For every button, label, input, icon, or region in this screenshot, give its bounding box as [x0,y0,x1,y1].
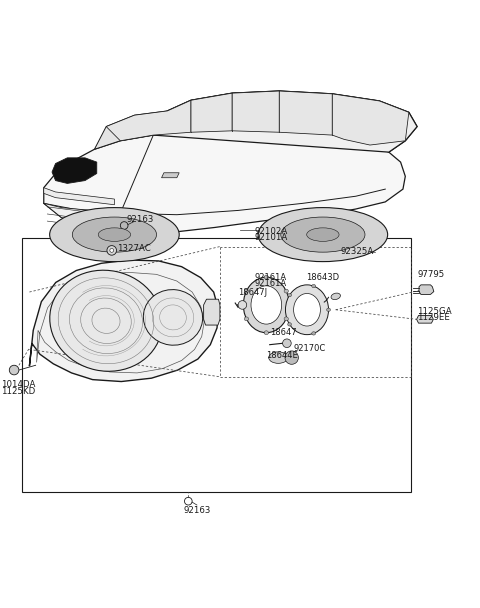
Text: 92170C: 92170C [294,344,326,353]
Ellipse shape [286,285,328,334]
Text: 18647: 18647 [270,328,296,337]
Polygon shape [204,299,220,325]
Polygon shape [52,158,97,184]
Ellipse shape [264,275,268,279]
Polygon shape [153,91,417,152]
Ellipse shape [144,289,203,345]
Ellipse shape [50,270,162,371]
Ellipse shape [98,228,131,241]
Polygon shape [162,173,179,178]
Ellipse shape [269,352,288,364]
Polygon shape [29,260,218,382]
Circle shape [238,300,247,309]
Text: 92101A: 92101A [254,233,288,243]
Ellipse shape [243,277,289,333]
Ellipse shape [110,249,114,252]
Ellipse shape [288,323,291,326]
Ellipse shape [294,294,321,326]
Ellipse shape [264,331,268,334]
Circle shape [9,365,19,375]
Text: 92163: 92163 [183,506,211,515]
Circle shape [283,339,291,348]
Polygon shape [95,111,168,150]
Ellipse shape [251,286,282,324]
Text: 92161A: 92161A [254,280,287,288]
Text: 92161A: 92161A [254,273,287,282]
Text: 92163: 92163 [126,215,154,224]
Polygon shape [279,91,332,135]
Text: 18647J: 18647J [238,288,267,297]
Polygon shape [332,94,409,145]
Polygon shape [44,131,405,233]
Circle shape [285,351,299,364]
Polygon shape [232,91,279,133]
Text: 1125GA: 1125GA [417,306,452,316]
Text: 92325A: 92325A [340,247,374,256]
Ellipse shape [244,289,249,293]
Text: 1125KD: 1125KD [0,387,35,396]
Ellipse shape [326,308,330,311]
Ellipse shape [281,217,365,252]
Ellipse shape [331,293,340,300]
Polygon shape [417,316,433,323]
Text: 18643D: 18643D [306,273,339,282]
Text: 1129EE: 1129EE [417,313,450,322]
Polygon shape [419,285,434,294]
Ellipse shape [288,294,291,297]
Ellipse shape [49,207,179,261]
Text: 1014DA: 1014DA [0,380,35,389]
Text: 92102A: 92102A [254,227,288,236]
Ellipse shape [72,217,156,252]
Ellipse shape [284,317,288,321]
Ellipse shape [107,246,117,255]
Polygon shape [106,100,191,141]
Ellipse shape [312,332,315,335]
Ellipse shape [307,228,339,241]
Text: 97795: 97795 [417,270,444,279]
Text: 18644E: 18644E [266,351,298,360]
Polygon shape [191,93,232,133]
Ellipse shape [312,285,315,288]
Polygon shape [44,188,114,205]
Text: 1327AC: 1327AC [117,244,150,253]
Bar [22,238,411,492]
Ellipse shape [258,207,388,261]
Ellipse shape [284,289,288,293]
Polygon shape [44,203,114,230]
Ellipse shape [244,317,249,321]
